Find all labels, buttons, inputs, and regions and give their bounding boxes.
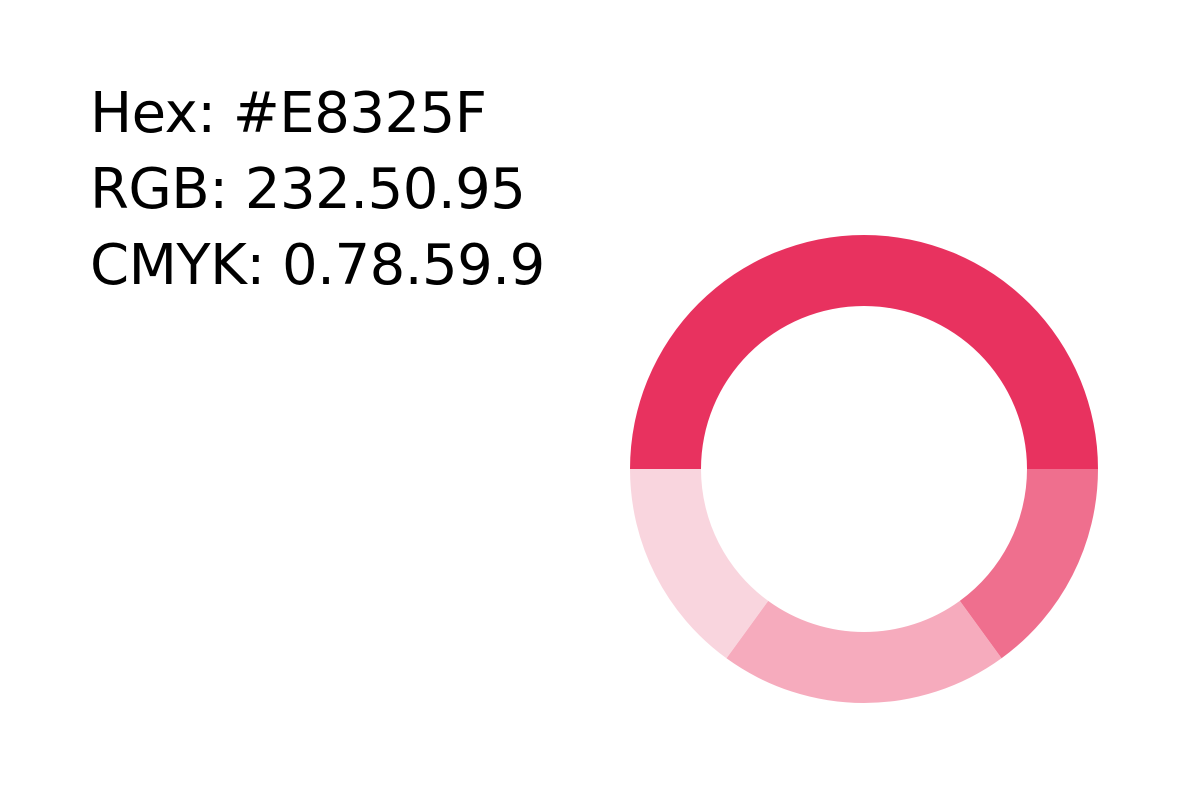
ring-segment-base — [630, 235, 1098, 469]
rgb-value: RGB: 232.50.95 — [90, 157, 526, 222]
cmyk-value: CMYK: 0.78.59.9 — [90, 233, 545, 298]
ring-segment-tint-80 — [959, 469, 1098, 659]
ring-segment-tint-20 — [630, 469, 769, 659]
color-swatch-ring — [630, 235, 1098, 703]
color-info-panel: Hex: #E8325F RGB: 232.50.95 CMYK: 0.78.5… — [90, 76, 545, 304]
hex-value: Hex: #E8325F — [90, 81, 487, 146]
ring-segment-tint-40 — [726, 600, 1002, 703]
